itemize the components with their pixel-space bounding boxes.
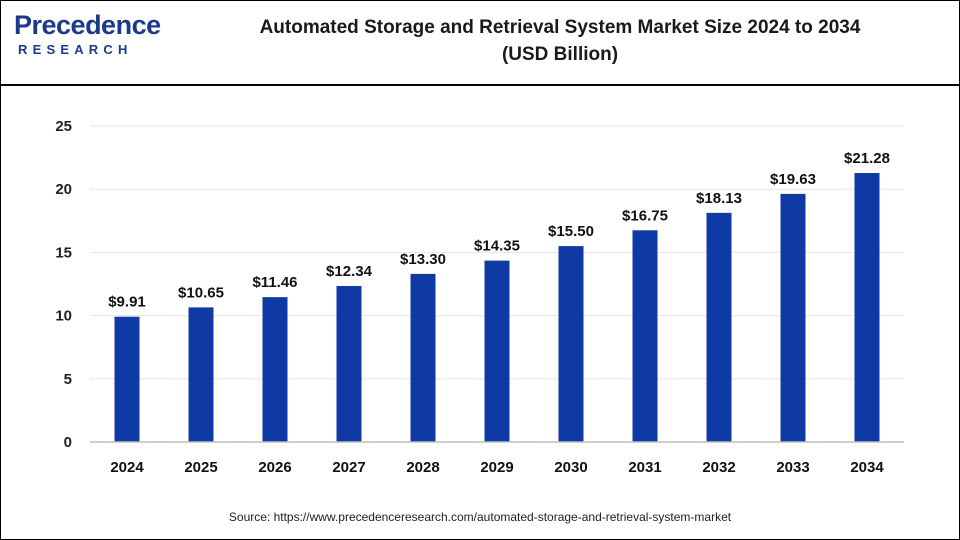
y-tick-label: 20	[55, 181, 72, 198]
bar	[558, 246, 584, 442]
bars	[114, 173, 880, 442]
y-tick-label: 5	[64, 371, 72, 388]
value-labels: $9.91 $10.65 $11.46 $12.34 $13.30 $14.35 $15.5…	[108, 150, 890, 311]
x-tick-label: 2029	[480, 459, 513, 476]
bar	[706, 212, 732, 442]
y-tick-label: 25	[55, 118, 72, 135]
bar-value-label: $13.30	[400, 251, 446, 268]
bar-value-label: $12.34	[326, 263, 373, 280]
logo-sub-text: RESEARCH	[18, 42, 133, 57]
x-tick-label: 2026	[258, 459, 291, 476]
bar	[188, 307, 214, 442]
x-tick-label: 2025	[184, 459, 217, 476]
x-tick-label: 2034	[850, 459, 884, 476]
x-tick-label: 2027	[332, 459, 365, 476]
x-tick-label: 2024	[110, 459, 144, 476]
bar	[780, 193, 806, 442]
x-tick-label: 2031	[628, 459, 661, 476]
bar	[410, 273, 436, 442]
bar	[114, 316, 140, 442]
bar-value-label: $21.28	[844, 150, 890, 167]
chart-title-line-1: Automated Storage and Retrieval System M…	[259, 17, 861, 38]
source-note: Source: https://www.precedenceresearch.c…	[228, 510, 732, 524]
x-tick-label: 2028	[406, 459, 439, 476]
bar	[854, 173, 880, 442]
y-tick-label: 0	[64, 434, 72, 451]
bar-value-label: $19.63	[770, 171, 816, 188]
x-tick-label: 2032	[702, 459, 735, 476]
bar-value-label: $18.13	[696, 190, 742, 207]
bar	[336, 286, 362, 442]
y-tick-label: 15	[55, 244, 72, 261]
bar-value-label: $15.50	[548, 223, 594, 240]
gridlines	[90, 125, 904, 380]
header: Precedence RESEARCH Automated Storage an…	[0, 0, 960, 86]
bar	[484, 260, 510, 442]
x-tick-label: 2030	[554, 459, 587, 476]
bar	[262, 297, 288, 442]
bar	[632, 230, 658, 442]
bar-value-label: $11.46	[252, 274, 297, 291]
bar-value-label: $10.65	[178, 284, 224, 301]
x-tick-label: 2033	[776, 459, 809, 476]
x-axis: 2024 2025 2026 2027 2028 2029 2030 2031 2032 2033…	[90, 441, 904, 476]
chart-title: Automated Storage and Retrieval System M…	[170, 14, 950, 68]
y-tick-label: 10	[55, 308, 72, 325]
brand-logo: Precedence RESEARCH	[14, 8, 164, 64]
logo-main-text: Precedence	[14, 10, 161, 40]
chart-title-line-2: (USD Billion)	[501, 44, 619, 65]
y-axis: 0 5 10 15 20 25	[55, 118, 72, 451]
bar-value-label: $9.91	[108, 294, 146, 311]
bar-value-label: $14.35	[474, 238, 520, 255]
bar-value-label: $16.75	[622, 207, 668, 224]
